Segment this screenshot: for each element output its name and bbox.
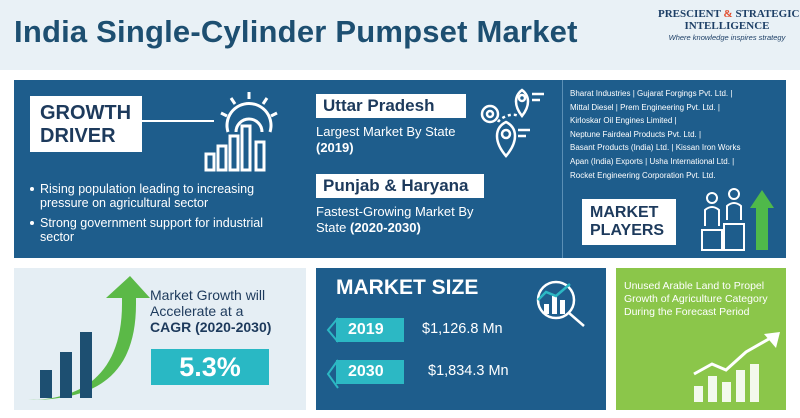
growth-driver-list: Rising population leading to increasing … bbox=[30, 182, 300, 250]
players-line: Bharat Industries | Gujarat Forgings Pvt… bbox=[570, 89, 733, 98]
podium-people-icon bbox=[701, 188, 774, 251]
logo-line2: INTELLIGENCE bbox=[684, 20, 770, 32]
market-size-heading: MARKET SIZE bbox=[336, 276, 479, 299]
cagr-value: 5.3% bbox=[151, 349, 269, 385]
logo-word-strategic: STRATEGIC bbox=[735, 8, 800, 20]
growth-driver-heading: GROWTH DRIVER bbox=[40, 102, 131, 148]
location-pins-icon bbox=[480, 88, 544, 158]
size-value-2030: $1,834.3 Mn bbox=[428, 363, 509, 379]
size-row-markers bbox=[326, 317, 339, 389]
cagr-caption-line1: Market Growth will bbox=[150, 287, 266, 303]
magnifier-chart-icon bbox=[536, 280, 585, 327]
fastest-state-caption: Fastest-Growing Market By State (2020-20… bbox=[316, 204, 486, 236]
players-line: Neptune Fairdeal Products Pvt. Ltd. | bbox=[570, 129, 702, 139]
players-line: Mittal Diesel | Prem Engineering Pvt. Lt… bbox=[570, 102, 720, 112]
size-year-2019: 2019 bbox=[336, 318, 404, 342]
largest-state-name: Uttar Pradesh bbox=[316, 94, 466, 118]
players-line: Basant Products (India) Ltd. | Kissan Ir… bbox=[570, 143, 741, 153]
arable-land-text: Unused Arable Land to Propel Growth of A… bbox=[624, 280, 768, 318]
largest-state-caption: Largest Market By State (2019) bbox=[316, 124, 476, 156]
page-title: India Single-Cylinder Pumpset Market bbox=[14, 14, 578, 49]
players-line: Apan (India) Exports | Usha Internationa… bbox=[570, 156, 735, 166]
growth-driver-heading-line1: GROWTH bbox=[40, 102, 132, 124]
growth-trend-icon bbox=[693, 332, 780, 402]
players-line: Kirloskar Oil Engines Limited | bbox=[570, 116, 677, 126]
market-players-heading-line2: PLAYERS bbox=[590, 222, 665, 239]
logo-word-prescient: PRESCIENT bbox=[658, 8, 721, 20]
size-value-2019: $1,126.8 Mn bbox=[422, 321, 503, 337]
gear-growth-icon bbox=[204, 92, 278, 172]
fastest-state-name: Punjab & Haryana bbox=[316, 174, 484, 198]
growth-driver-heading-box: GROWTH DRIVER bbox=[30, 96, 142, 152]
heading-connector-line bbox=[142, 120, 214, 122]
cagr-caption: Market Growth will Accelerate at a CAGR … bbox=[150, 287, 271, 335]
players-line: Rocket Engineering Corporation Pvt. Ltd. bbox=[570, 170, 716, 180]
header-band bbox=[0, 0, 800, 70]
fastest-state-desc: Fastest-Growing Market By State bbox=[316, 204, 474, 235]
fastest-state-period: (2020-2030) bbox=[349, 220, 421, 235]
logo-line1: PRESCIENT & STRATEGIC bbox=[658, 8, 800, 20]
market-players-heading-line1: MARKET bbox=[590, 204, 659, 221]
largest-state-period: (2019) bbox=[316, 140, 354, 155]
cagr-caption-line3: CAGR (2020-2030) bbox=[150, 319, 272, 335]
growth-driver-heading-line2: DRIVER bbox=[40, 125, 116, 147]
cagr-caption-line2: Accelerate at a bbox=[150, 303, 244, 319]
market-players-heading-box: MARKET PLAYERS bbox=[582, 199, 676, 245]
market-players-list: Bharat Industries | Gujarat Forgings Pvt… bbox=[570, 87, 786, 182]
growth-driver-bullet: Rising population leading to increasing … bbox=[30, 182, 300, 210]
market-players-heading: MARKET PLAYERS bbox=[590, 204, 664, 240]
growth-driver-bullet: Strong government support for industrial… bbox=[30, 216, 300, 244]
size-year-2030: 2030 bbox=[336, 360, 404, 384]
logo-tagline: Where knowledge inspires strategy bbox=[668, 33, 786, 42]
largest-state-desc: Largest Market By State bbox=[316, 124, 456, 139]
logo-ampersand: & bbox=[723, 8, 733, 20]
company-logo: PRESCIENT & STRATEGIC INTELLIGENCE Where… bbox=[658, 8, 800, 43]
growth-arrow-icon bbox=[28, 276, 150, 400]
